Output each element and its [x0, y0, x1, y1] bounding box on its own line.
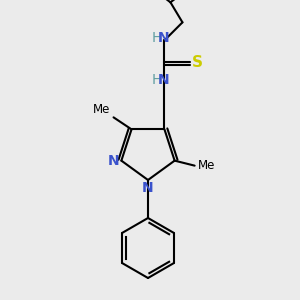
Text: N: N [158, 31, 169, 45]
Text: N: N [158, 73, 169, 87]
Text: H: H [151, 73, 162, 87]
Text: N: N [142, 181, 154, 195]
Text: Me: Me [93, 103, 110, 116]
Text: H: H [151, 31, 162, 45]
Text: N: N [108, 154, 119, 168]
Text: S: S [192, 55, 203, 70]
Text: Me: Me [198, 159, 215, 172]
